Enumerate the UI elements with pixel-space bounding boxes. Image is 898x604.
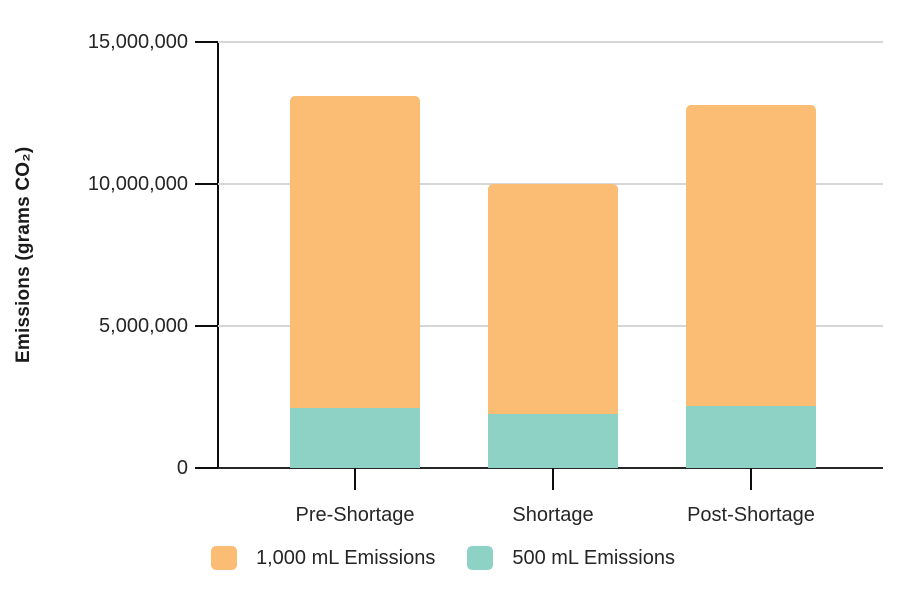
y-tick-mark xyxy=(195,467,218,469)
bar-group-shortage xyxy=(488,184,618,468)
bar-segment-500-ml-emissions xyxy=(488,414,618,468)
bar-segment-500-ml-emissions xyxy=(290,408,420,468)
legend-item-1-000-ml-emissions: 1,000 mL Emissions xyxy=(211,545,435,571)
x-tick-mark xyxy=(354,468,356,490)
bar-segment-1-000-ml-emissions xyxy=(488,184,618,414)
y-axis-line xyxy=(217,42,219,469)
x-tick-mark xyxy=(750,468,752,490)
legend-swatch-1-000-ml-emissions xyxy=(211,546,237,570)
y-tick-mark xyxy=(195,325,218,327)
legend-item-500-ml-emissions: 500 mL Emissions xyxy=(467,545,675,571)
y-tick-label: 5,000,000 xyxy=(99,315,188,337)
y-tick-mark xyxy=(195,183,218,185)
y-tick-label: 10,000,000 xyxy=(87,173,188,195)
legend-swatch-500-ml-emissions xyxy=(467,546,494,570)
bar-segment-1-000-ml-emissions xyxy=(686,104,816,406)
y-tick-label: 0 xyxy=(176,457,188,479)
y-axis-title: Emissions (grams CO₂) xyxy=(13,146,34,364)
legend-label: 1,000 mL Emissions xyxy=(256,547,436,569)
plot-area: 0 5,000,000 10,000,000 15,000,000 Pre-Shorta… xyxy=(88,31,883,526)
bar-segment-500-ml-emissions xyxy=(686,405,816,468)
legend: 1,000 mL Emissions 500 mL Emissions xyxy=(211,545,675,571)
bar-segment-1-000-ml-emissions xyxy=(290,96,420,409)
legend-label: 500 mL Emissions xyxy=(512,547,675,569)
bar-group-pre-shortage xyxy=(290,96,420,468)
x-tick-mark xyxy=(552,468,554,490)
gridline xyxy=(218,41,883,43)
bar-group-post-shortage xyxy=(686,104,816,468)
x-axis-line xyxy=(195,467,883,469)
x-category-label-shortage: Shortage xyxy=(512,504,594,526)
x-category-label-pre-shortage: Pre-Shortage xyxy=(295,504,415,526)
x-category-label-post-shortage: Post-Shortage xyxy=(687,504,815,526)
y-tick-label: 15,000,000 xyxy=(87,31,188,53)
y-tick-mark xyxy=(195,41,218,43)
